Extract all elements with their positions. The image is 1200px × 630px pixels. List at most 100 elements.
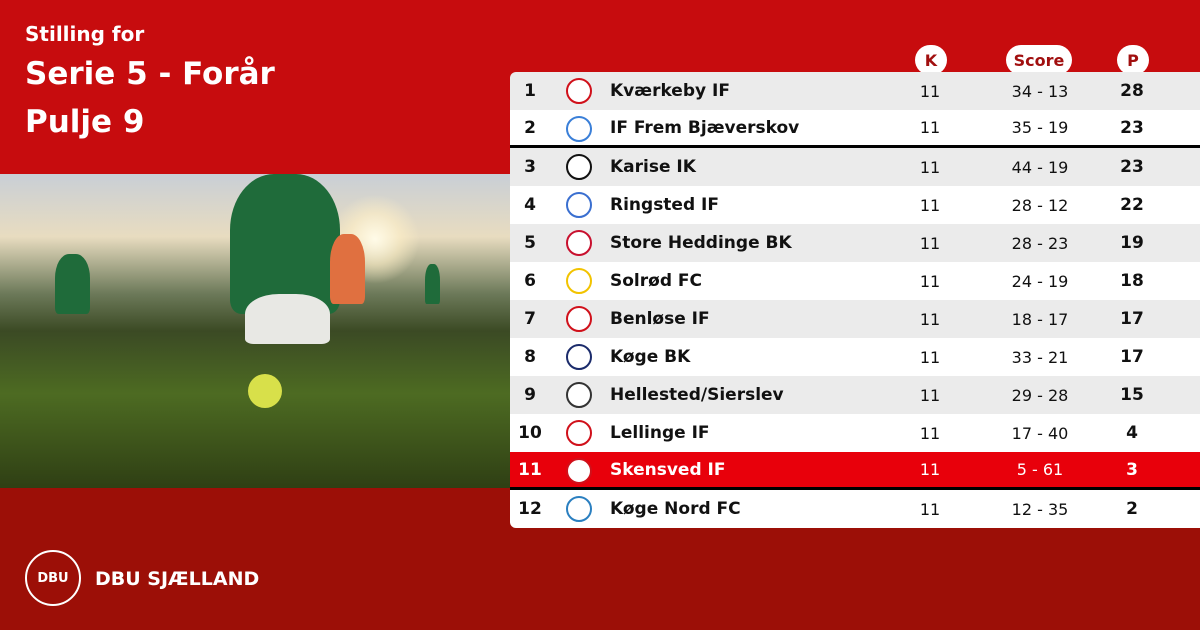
matches-played: 11 [919, 309, 941, 329]
column-header-k: K [915, 45, 947, 75]
team-name: Hellested/Sierslev [610, 385, 784, 405]
player [425, 264, 440, 304]
table-row: 8 Køge BK 11 33 - 21 17 [510, 338, 1200, 376]
goal-score: 28 - 12 [1011, 195, 1069, 215]
points: 17 [1120, 309, 1144, 329]
points: 22 [1120, 195, 1144, 215]
column-header-score: Score [1006, 45, 1072, 75]
goal-score: 29 - 28 [1011, 385, 1069, 405]
subtitle: Stilling for [25, 22, 145, 46]
team-name: Køge Nord FC [610, 499, 741, 519]
goal-score: 35 - 19 [1011, 118, 1069, 137]
points: 23 [1120, 157, 1144, 177]
team-name: Store Heddinge BK [610, 233, 792, 253]
position: 10 [518, 423, 542, 443]
points: 15 [1120, 385, 1144, 405]
table-row: 1 Kværkeby IF 11 34 - 13 28 [510, 72, 1200, 110]
points: 4 [1126, 423, 1138, 443]
matches-played: 11 [919, 347, 941, 367]
matches-played: 11 [919, 157, 941, 177]
points: 23 [1120, 117, 1144, 138]
position: 8 [524, 347, 536, 367]
page-title: Serie 5 - Forår [25, 56, 275, 92]
matches-played: 11 [919, 460, 941, 479]
football-photo [0, 174, 510, 488]
table-row: 5 Store Heddinge BK 11 28 - 23 19 [510, 224, 1200, 262]
table-row: 9 Hellested/Sierslev 11 29 - 28 15 [510, 376, 1200, 414]
goal-score: 12 - 35 [1011, 499, 1069, 519]
table-row: 12 Køge Nord FC 11 12 - 35 2 [510, 490, 1200, 528]
position: 2 [524, 117, 536, 138]
standings-table: 1 Kværkeby IF 11 34 - 13 28 2 IF Frem Bjæversk… [510, 72, 1200, 528]
points: 28 [1120, 81, 1144, 101]
matches-played: 11 [919, 499, 941, 519]
team-name: Skensved IF [610, 459, 726, 480]
team-logo-icon [566, 192, 592, 218]
goal-score: 33 - 21 [1011, 347, 1069, 367]
team-logo-icon [566, 458, 592, 484]
column-header-p: P [1117, 45, 1149, 75]
table-row: 10 Lellinge IF 11 17 - 40 4 [510, 414, 1200, 452]
team-logo-icon [566, 306, 592, 332]
player [230, 174, 340, 314]
position: 12 [518, 499, 542, 519]
matches-played: 11 [919, 423, 941, 443]
team-name: Karise IK [610, 157, 696, 177]
player [330, 234, 365, 304]
points: 18 [1120, 271, 1144, 291]
position: 4 [524, 195, 536, 215]
goal-score: 18 - 17 [1011, 309, 1069, 329]
goal-score: 5 - 61 [1016, 460, 1064, 479]
points: 3 [1126, 459, 1138, 480]
table-row: 6 Solrød FC 11 24 - 19 18 [510, 262, 1200, 300]
table-row: 11 Skensved IF 11 5 - 61 3 [510, 452, 1200, 490]
goal-score: 17 - 40 [1011, 423, 1069, 443]
matches-played: 11 [919, 385, 941, 405]
points: 2 [1126, 499, 1138, 519]
team-logo-icon [566, 268, 592, 294]
matches-played: 11 [919, 271, 941, 291]
football [248, 374, 282, 408]
matches-played: 11 [919, 195, 941, 215]
team-name: Ringsted IF [610, 195, 719, 215]
position: 11 [518, 459, 542, 480]
player [55, 254, 90, 314]
team-logo-icon [566, 344, 592, 370]
team-logo-icon [566, 78, 592, 104]
team-logo-icon [566, 420, 592, 446]
position: 7 [524, 309, 536, 329]
table-row: 2 IF Frem Bjæverskov 11 35 - 19 23 [510, 110, 1200, 148]
table-row: 4 Ringsted IF 11 28 - 12 22 [510, 186, 1200, 224]
matches-played: 11 [919, 118, 941, 137]
matches-played: 11 [919, 81, 941, 101]
goal-score: 24 - 19 [1011, 271, 1069, 291]
matches-played: 11 [919, 233, 941, 253]
team-logo-icon [566, 230, 592, 256]
team-name: Køge BK [610, 347, 691, 367]
team-name: Solrød FC [610, 271, 702, 291]
pool-title: Pulje 9 [25, 104, 145, 140]
goal-score: 28 - 23 [1011, 233, 1069, 253]
team-logo-icon [566, 496, 592, 522]
team-name: Kværkeby IF [610, 81, 730, 101]
table-row: 7 Benløse IF 11 18 - 17 17 [510, 300, 1200, 338]
position: 3 [524, 157, 536, 177]
goal-score: 44 - 19 [1011, 157, 1069, 177]
points: 19 [1120, 233, 1144, 253]
team-name: Benløse IF [610, 309, 710, 329]
position: 9 [524, 385, 536, 405]
team-logo-icon [566, 154, 592, 180]
position: 5 [524, 233, 536, 253]
player-shorts [245, 294, 330, 344]
position: 6 [524, 271, 536, 291]
team-logo-icon [566, 382, 592, 408]
table-row: 3 Karise IK 11 44 - 19 23 [510, 148, 1200, 186]
brand-name: DBU SJÆLLAND [95, 568, 260, 590]
position: 1 [524, 81, 536, 101]
dbu-logo: DBU [25, 550, 81, 606]
team-logo-icon [566, 116, 592, 142]
team-name: Lellinge IF [610, 423, 710, 443]
goal-score: 34 - 13 [1011, 81, 1069, 101]
points: 17 [1120, 347, 1144, 367]
team-name: IF Frem Bjæverskov [610, 117, 800, 138]
